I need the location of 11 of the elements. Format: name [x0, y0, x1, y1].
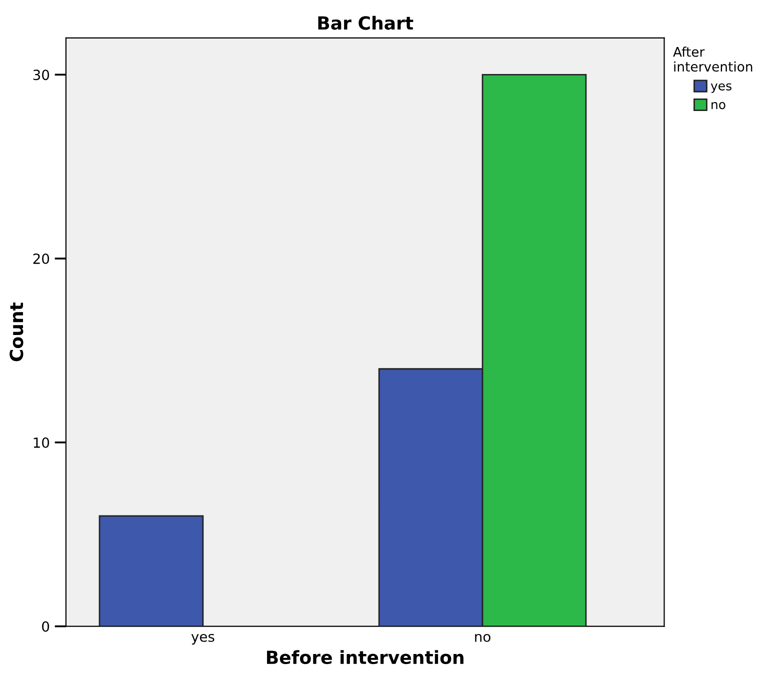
- legend-label: yes: [710, 83, 732, 93]
- chart-title: Bar Chart: [318, 16, 414, 30]
- y-tick-label: 30: [33, 70, 50, 80]
- y-tick-label: 20: [33, 254, 50, 264]
- y-tick-label: 10: [34, 437, 50, 448]
- y-tick-label: 0: [42, 621, 50, 632]
- bar: [98, 515, 204, 626]
- y-axis-title: Count: [10, 302, 24, 362]
- legend-label: no: [712, 102, 726, 110]
- x-axis-title: Before intervention: [267, 650, 464, 664]
- legend-title: After intervention: [673, 46, 752, 72]
